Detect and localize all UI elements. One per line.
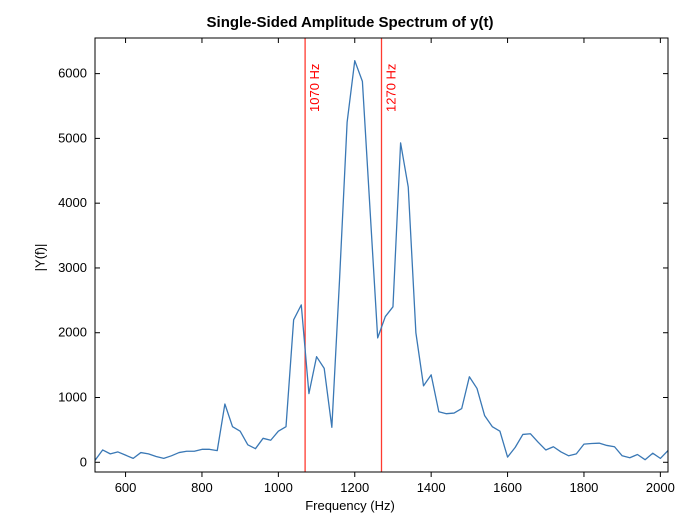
svg-text:5000: 5000 [58,130,87,145]
svg-text:6000: 6000 [58,66,87,81]
svg-text:2000: 2000 [58,325,87,340]
svg-text:1200: 1200 [340,480,369,495]
spectrum-chart: Single-Sided Amplitude Spectrum of y(t) … [0,0,700,525]
svg-text:3000: 3000 [58,260,87,275]
svg-text:1800: 1800 [569,480,598,495]
svg-text:1070 Hz: 1070 Hz [307,64,322,112]
svg-text:1400: 1400 [417,480,446,495]
svg-text:800: 800 [191,480,213,495]
svg-text:4000: 4000 [58,195,87,210]
svg-text:600: 600 [115,480,137,495]
svg-text:1270 Hz: 1270 Hz [384,64,399,112]
svg-text:2000: 2000 [646,480,675,495]
svg-text:1600: 1600 [493,480,522,495]
svg-text:0: 0 [80,454,87,469]
svg-text:1000: 1000 [264,480,293,495]
plot-area: 600 800 1000 1200 1400 1600 1800 2000 0 1000 2000 3… [0,0,700,525]
svg-text:1000: 1000 [58,390,87,405]
